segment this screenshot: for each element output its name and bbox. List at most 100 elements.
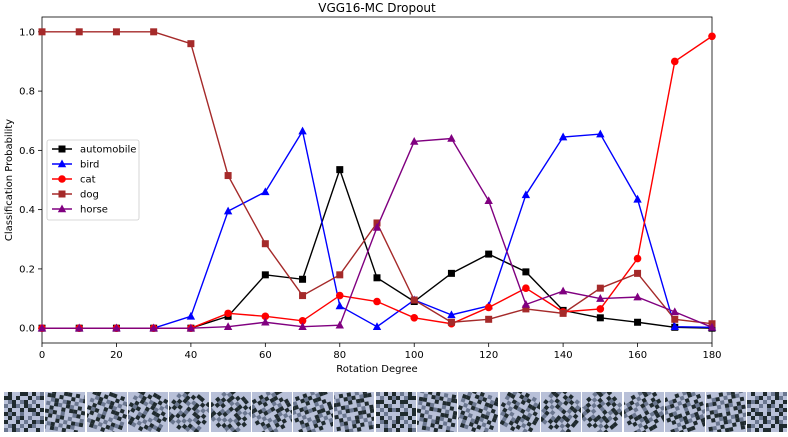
dog-point <box>447 318 455 326</box>
horse-point <box>261 317 270 326</box>
rotated-thumbnail <box>747 392 788 432</box>
horse-point <box>558 286 568 295</box>
automobile-point <box>485 250 493 258</box>
automobile-point <box>261 271 269 279</box>
horse-point <box>186 323 196 332</box>
x-tick-label: 60 <box>259 350 272 361</box>
horse-point <box>75 323 84 332</box>
dog-point <box>187 40 195 48</box>
rotated-thumbnail <box>293 392 334 432</box>
dog-point <box>671 315 679 323</box>
dog-point <box>150 28 158 36</box>
legend-marker <box>58 190 66 198</box>
cat-point <box>410 314 419 322</box>
dog-point <box>261 240 269 248</box>
bird-point <box>596 129 605 138</box>
dog-point <box>634 269 642 277</box>
horse-point <box>707 322 717 331</box>
dog-point <box>559 309 567 317</box>
dog-point <box>75 28 83 36</box>
horse-point <box>596 294 605 302</box>
rotated-thumbnail <box>664 392 705 432</box>
automobile-point <box>447 269 455 277</box>
horse-point <box>670 307 679 316</box>
cat-point <box>484 303 493 312</box>
y-tick-label: 0.6 <box>19 146 35 157</box>
horse-point <box>447 134 456 142</box>
automobile-point <box>522 268 530 276</box>
horse-point <box>410 136 419 145</box>
rotated-thumbnail <box>623 392 664 432</box>
dog-point <box>410 296 418 304</box>
rotated-thumbnail <box>417 392 457 432</box>
y-tick-label: 0.2 <box>19 264 35 275</box>
bird-point <box>521 190 531 199</box>
legend-marker <box>57 204 67 213</box>
dog-point <box>596 284 604 292</box>
line-chart: VGG16-MC Dropout 0 20 40 60 80 100 120 140 160 18… <box>4 1 722 375</box>
dog-point <box>336 271 344 279</box>
rotated-thumbnail <box>499 392 540 432</box>
horse-point <box>298 322 307 330</box>
plot-area <box>41 16 713 344</box>
cat-point <box>373 297 381 306</box>
dog-point <box>485 315 493 323</box>
legend-label: cat <box>80 175 96 186</box>
cat-point <box>596 305 605 313</box>
x-tick-label: 120 <box>479 350 498 361</box>
cat-point <box>633 254 642 263</box>
rotated-thumbnail <box>540 392 581 432</box>
horse-point <box>372 222 382 231</box>
x-tick-label: 80 <box>333 350 346 361</box>
y-tick-label: 0.8 <box>19 87 35 98</box>
horse-point <box>521 299 531 308</box>
x-axis-label: Rotation Degree <box>336 364 417 375</box>
y-tick-label: 0.0 <box>19 324 35 335</box>
bird-point <box>186 311 196 320</box>
automobile-point <box>336 166 344 174</box>
x-tick-label: 180 <box>702 350 721 361</box>
bird-point <box>261 187 270 196</box>
horse-point <box>484 196 493 205</box>
x-tick-label: 100 <box>405 350 424 361</box>
automobile-point <box>299 275 307 283</box>
horse-point <box>149 323 158 332</box>
legend-entry-automobile: automobile <box>52 145 136 156</box>
y-axis-label: Classification Probability <box>4 119 15 241</box>
bird-point <box>670 322 679 330</box>
series-layer <box>37 28 717 332</box>
series-automobile <box>38 166 716 332</box>
horse-point <box>37 323 47 332</box>
rotated-thumbnail <box>375 392 416 432</box>
chart-title: VGG16-MC Dropout <box>318 1 436 15</box>
cat-point <box>522 284 530 292</box>
legend-label: dog <box>80 190 99 201</box>
x-tick-label: 160 <box>628 350 647 361</box>
bird-point <box>223 206 233 215</box>
cat-point <box>708 32 716 41</box>
legend-label: bird <box>80 160 99 171</box>
rotated-thumbnail <box>4 392 44 432</box>
y-tick-label: 1.0 <box>19 27 35 38</box>
rotated-thumbnail <box>458 392 499 432</box>
rotated-thumbnail <box>251 392 292 432</box>
horse-point <box>223 322 233 330</box>
tick-layer: 0 20 40 60 80 100 120 140 160 180 0.0 0.2 0.4 0.6 0.8 1… <box>19 27 721 361</box>
bird-point <box>372 322 382 330</box>
bird-point <box>298 126 307 135</box>
rotated-thumbnail <box>127 392 168 432</box>
bird-point <box>335 301 344 310</box>
dog-point <box>112 28 120 36</box>
automobile-point <box>596 314 604 322</box>
cat-point <box>261 312 270 321</box>
legend-marker <box>58 145 66 153</box>
horse-point <box>112 323 121 332</box>
dog-point <box>299 292 307 300</box>
series-dog <box>38 28 716 328</box>
horse-point <box>633 292 642 301</box>
dog-point <box>224 172 232 180</box>
rotated-image-strip <box>4 392 788 434</box>
cat-point <box>670 57 679 66</box>
x-tick-label: 20 <box>110 350 123 361</box>
rotated-thumbnail <box>210 392 251 432</box>
